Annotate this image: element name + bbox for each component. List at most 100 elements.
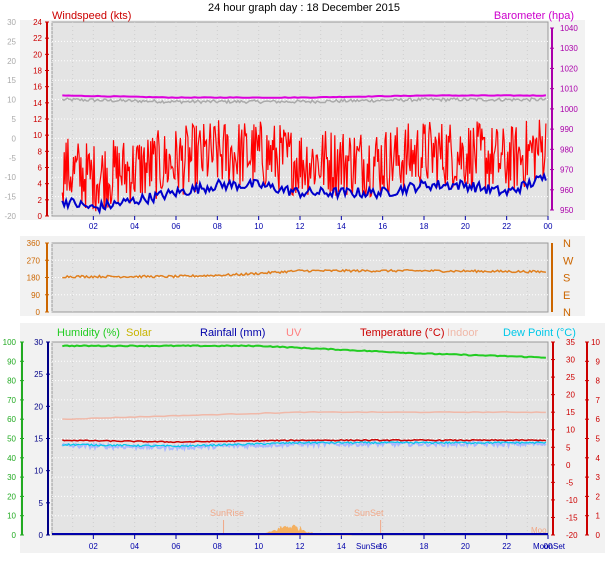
y-tick-label: 1030	[560, 44, 578, 53]
direction-series	[62, 268, 546, 279]
x-tick-label: 18	[420, 222, 429, 231]
y-tick-label: 9	[596, 357, 601, 366]
y-tick-label: 35	[566, 338, 575, 347]
y-tick-label: 4	[38, 180, 43, 189]
y-tick-label: -10	[4, 173, 16, 182]
x-tick-label: 02	[89, 542, 98, 551]
barometer-trace-line	[61, 97, 547, 105]
y-tick-label: 360	[27, 239, 41, 248]
y-tick-label: 60	[7, 415, 16, 424]
y-tick-label: 0	[39, 531, 44, 540]
sunrise-label: SunRise	[210, 508, 244, 518]
y-tick-label: 6	[596, 415, 601, 424]
barometer-axis: 1040 1030 1020 1010 1000 990 980 970 960 950	[550, 24, 578, 215]
x-tick-label: 12	[296, 542, 305, 551]
compass-label: E	[563, 290, 570, 302]
y-tick-label: 0	[36, 308, 41, 317]
y-tick-label: 22	[33, 34, 42, 43]
rainfall-axis: 30 25 20 15 10 5 0	[34, 338, 50, 540]
wind-time-axis: 02 04 06 08 10 12 14 16 18 20 22 00	[89, 216, 553, 231]
moonset-partial-label: Moo	[531, 526, 547, 535]
y-tick-label: 0	[596, 531, 601, 540]
temperature-line	[61, 438, 547, 444]
y-tick-label: 90	[7, 357, 16, 366]
sunset-axis-label: SunSet	[356, 542, 383, 551]
dewpoint-smear-line	[61, 438, 547, 453]
dewpoint-line	[62, 441, 547, 448]
y-tick-label: 1	[596, 512, 601, 521]
direction-left-axis: 360 270 180 90 0	[27, 239, 49, 317]
y-tick-label: 10	[566, 426, 575, 435]
solar-label: Solar	[126, 327, 152, 339]
y-tick-label: 5	[596, 435, 601, 444]
y-tick-label: 1000	[560, 105, 578, 114]
y-tick-label: -20	[4, 212, 16, 221]
x-tick-label: 00	[544, 542, 553, 551]
y-tick-label: 5	[566, 443, 571, 452]
y-tick-label: 14	[33, 99, 42, 108]
x-tick-label: 02	[89, 222, 98, 231]
windspeed-line	[61, 119, 547, 212]
x-tick-label: 20	[461, 542, 470, 551]
indoor-label: Indoor	[447, 327, 479, 339]
y-tick-label: 16	[33, 83, 42, 92]
y-tick-label: 10	[34, 467, 43, 476]
y-tick-label: 12	[33, 115, 42, 124]
y-tick-label: -20	[566, 531, 578, 540]
y-tick-label: 30	[7, 18, 16, 27]
y-tick-label: -15	[566, 513, 578, 522]
compass-label: N	[563, 307, 571, 319]
y-tick-label: -5	[9, 154, 17, 163]
y-tick-label: 24	[33, 18, 42, 27]
uv-label: UV	[286, 327, 302, 339]
y-tick-label: 25	[34, 370, 43, 379]
windspeed-label: Windspeed (kts)	[52, 10, 131, 22]
y-tick-label: 1040	[560, 24, 578, 33]
x-tick-label: 10	[254, 542, 263, 551]
temperature-axis: 35 30 25 20 15 10 5 0 -5 -10 -15 -20	[551, 338, 578, 540]
y-tick-label: 2	[596, 492, 601, 501]
y-tick-label: 20	[7, 492, 16, 501]
y-tick-label: 25	[7, 37, 16, 46]
y-tick-label: 980	[560, 145, 574, 154]
y-tick-label: 5	[12, 115, 17, 124]
y-tick-label: 0	[12, 134, 17, 143]
y-tick-label: 0	[566, 461, 571, 470]
x-tick-label: 22	[502, 542, 511, 551]
compass-label: W	[563, 255, 574, 267]
indoor-temperature-line	[62, 411, 546, 421]
wind-direction-line	[62, 268, 546, 279]
x-tick-label: 06	[172, 222, 181, 231]
y-tick-label: 270	[27, 256, 41, 265]
x-tick-label: 16	[378, 542, 387, 551]
x-tick-label: 22	[502, 222, 511, 231]
x-tick-label: 04	[130, 542, 139, 551]
y-tick-label: 2	[38, 196, 43, 205]
y-tick-label: 25	[566, 373, 575, 382]
y-tick-label: 8	[596, 377, 601, 386]
x-tick-label: 12	[296, 222, 305, 231]
chart-title: 24 hour graph day : 18 December 2015	[208, 2, 400, 14]
y-tick-label: 30	[7, 473, 16, 482]
humidity-line	[62, 344, 546, 359]
rainfall-label: Rainfall (mm)	[200, 327, 265, 339]
y-tick-label: 970	[560, 166, 574, 175]
moonset-label: MoonSet	[533, 542, 566, 551]
y-tick-label: -15	[4, 193, 16, 202]
x-tick-label: 16	[378, 222, 387, 231]
y-tick-label: 20	[566, 391, 575, 400]
y-tick-label: 0	[12, 531, 17, 540]
wind-average-line	[61, 171, 547, 215]
humidity-label: Humidity (%)	[57, 327, 120, 339]
y-tick-label: 10	[591, 338, 600, 347]
y-tick-label: 8	[38, 147, 43, 156]
y-tick-label: 5	[39, 499, 44, 508]
x-tick-label: 14	[337, 222, 346, 231]
climate-series	[52, 344, 548, 536]
y-tick-label: 80	[7, 377, 16, 386]
x-tick-label: 14	[337, 542, 346, 551]
